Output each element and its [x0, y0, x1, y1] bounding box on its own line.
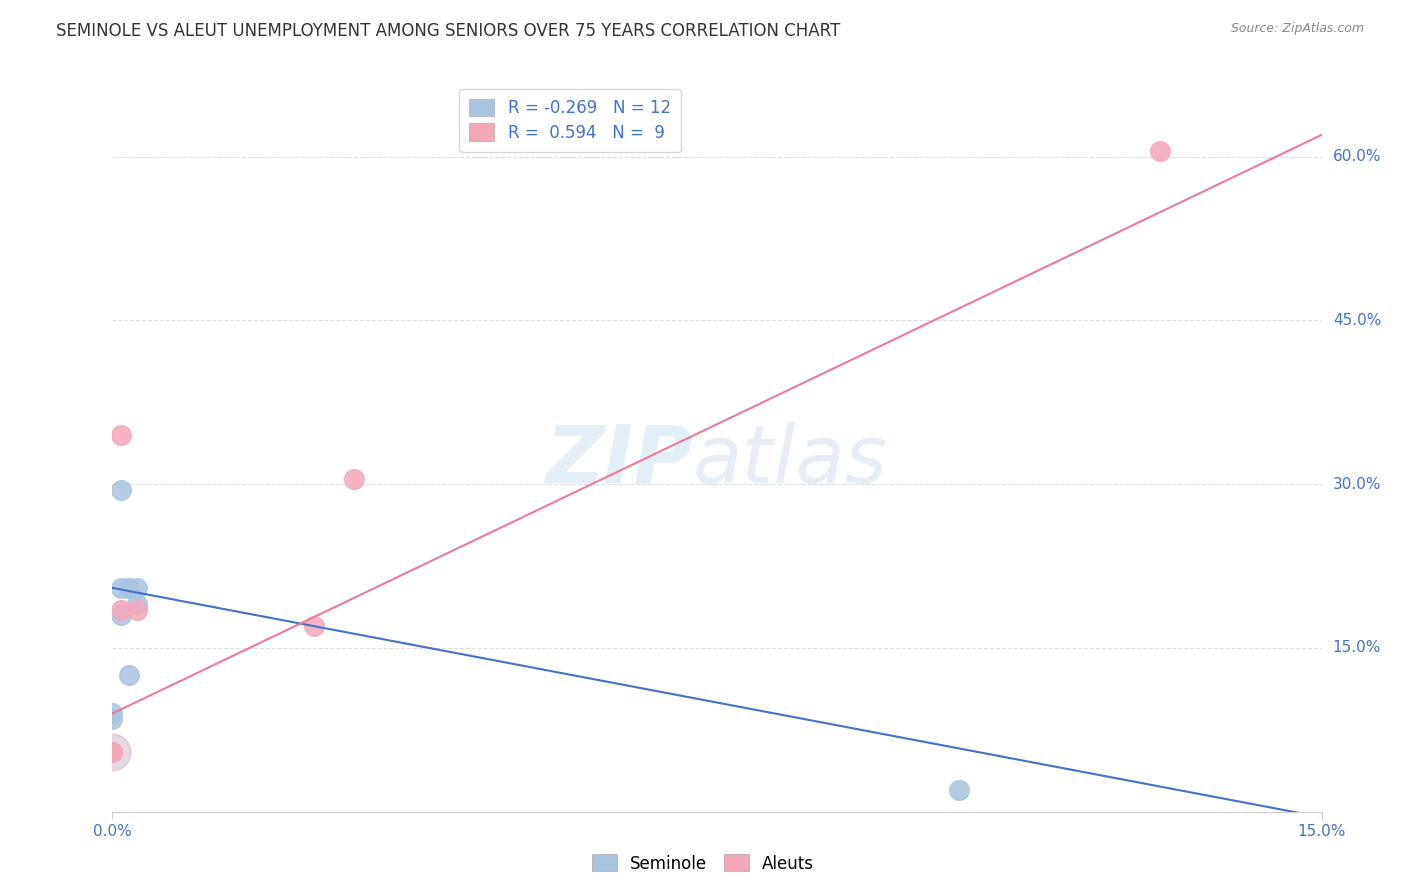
- Legend: Seminole, Aleuts: Seminole, Aleuts: [585, 847, 821, 880]
- Text: 45.0%: 45.0%: [1333, 313, 1381, 328]
- Point: [101, 712, 124, 726]
- Text: ZIP: ZIP: [546, 422, 693, 500]
- Text: 15.0%: 15.0%: [1333, 640, 1381, 656]
- Point: [343, 472, 366, 486]
- Point: [948, 783, 970, 797]
- Point: [101, 745, 124, 759]
- Point: [101, 745, 124, 759]
- Point: [101, 745, 124, 759]
- Point: [117, 581, 139, 595]
- Point: [117, 668, 139, 682]
- Point: [110, 581, 132, 595]
- Point: [1149, 145, 1171, 159]
- Text: 60.0%: 60.0%: [1333, 149, 1381, 164]
- Point: [101, 706, 124, 721]
- Point: [110, 483, 132, 497]
- Text: Source: ZipAtlas.com: Source: ZipAtlas.com: [1230, 22, 1364, 36]
- Point: [125, 581, 148, 595]
- Point: [110, 603, 132, 617]
- Point: [302, 619, 325, 633]
- Text: 30.0%: 30.0%: [1333, 476, 1381, 491]
- Point: [125, 597, 148, 611]
- Point: [110, 428, 132, 442]
- Point: [117, 581, 139, 595]
- Point: [101, 745, 124, 759]
- Point: [125, 603, 148, 617]
- Text: atlas: atlas: [693, 422, 887, 500]
- Text: SEMINOLE VS ALEUT UNEMPLOYMENT AMONG SENIORS OVER 75 YEARS CORRELATION CHART: SEMINOLE VS ALEUT UNEMPLOYMENT AMONG SEN…: [56, 22, 841, 40]
- Legend: R = -0.269   N = 12, R =  0.594   N =  9: R = -0.269 N = 12, R = 0.594 N = 9: [460, 88, 681, 152]
- Point: [110, 608, 132, 623]
- Point: [101, 745, 124, 759]
